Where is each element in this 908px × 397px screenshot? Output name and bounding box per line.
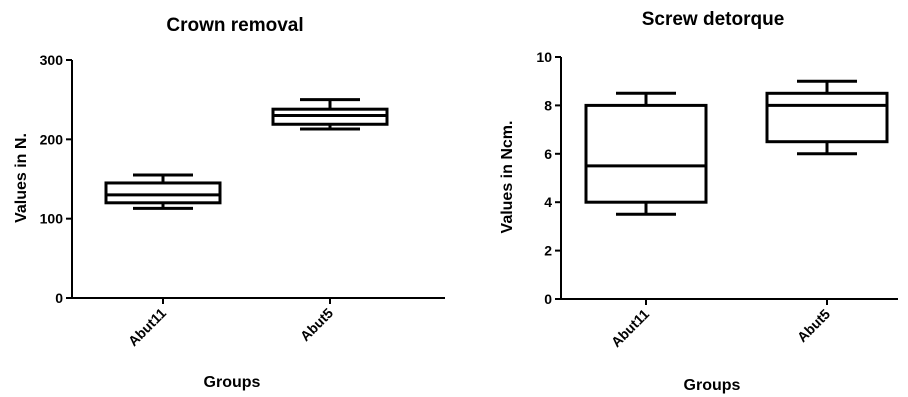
box-plot-abut11: [584, 91, 708, 216]
y-tick-label: 4: [544, 194, 552, 210]
box-plot-abut5: [271, 98, 389, 131]
x-axis-label: Groups: [684, 377, 741, 394]
y-tick-label: 0: [544, 291, 552, 307]
x-tick-label: Abut11: [608, 306, 652, 350]
y-tick-label: 8: [544, 97, 552, 113]
iqr-box: [765, 91, 889, 144]
x-tick-label: Abut11: [125, 305, 169, 349]
iqr-box: [104, 181, 222, 205]
y-tick-label: 10: [536, 49, 552, 65]
y-tick-label: 100: [40, 211, 64, 227]
crown-removal-chart: Crown removal Values in N. Groups 0 100 20…: [13, 15, 445, 391]
screw-detorque-chart: Screw detorque Values in Ncm. Groups 0 2 4…: [499, 9, 898, 394]
chart-marks: 0 2 4 6 8 10 Abut11 Abut5: [536, 49, 898, 350]
y-tick-label: 200: [40, 131, 64, 147]
y-tick-label: 6: [544, 146, 552, 162]
x-tick-label: Abut5: [297, 305, 337, 345]
chart-marks: 0 100 200 300 Abut11 Abut5: [40, 52, 445, 349]
iqr-box: [584, 103, 708, 204]
y-tick-label: 300: [40, 52, 64, 68]
box-plot-abut5: [765, 79, 889, 156]
chart-title: Crown removal: [166, 15, 303, 36]
x-axis-label: Groups: [204, 374, 261, 391]
y-tick-label: 0: [55, 290, 63, 306]
y-axis-label: Values in N.: [13, 133, 30, 223]
chart-title: Screw detorque: [642, 9, 785, 30]
y-tick-label: 2: [544, 243, 552, 259]
y-axis-label: Values in Ncm.: [499, 121, 516, 234]
box-plot-abut11: [104, 173, 222, 210]
x-tick-label: Abut5: [794, 306, 834, 346]
